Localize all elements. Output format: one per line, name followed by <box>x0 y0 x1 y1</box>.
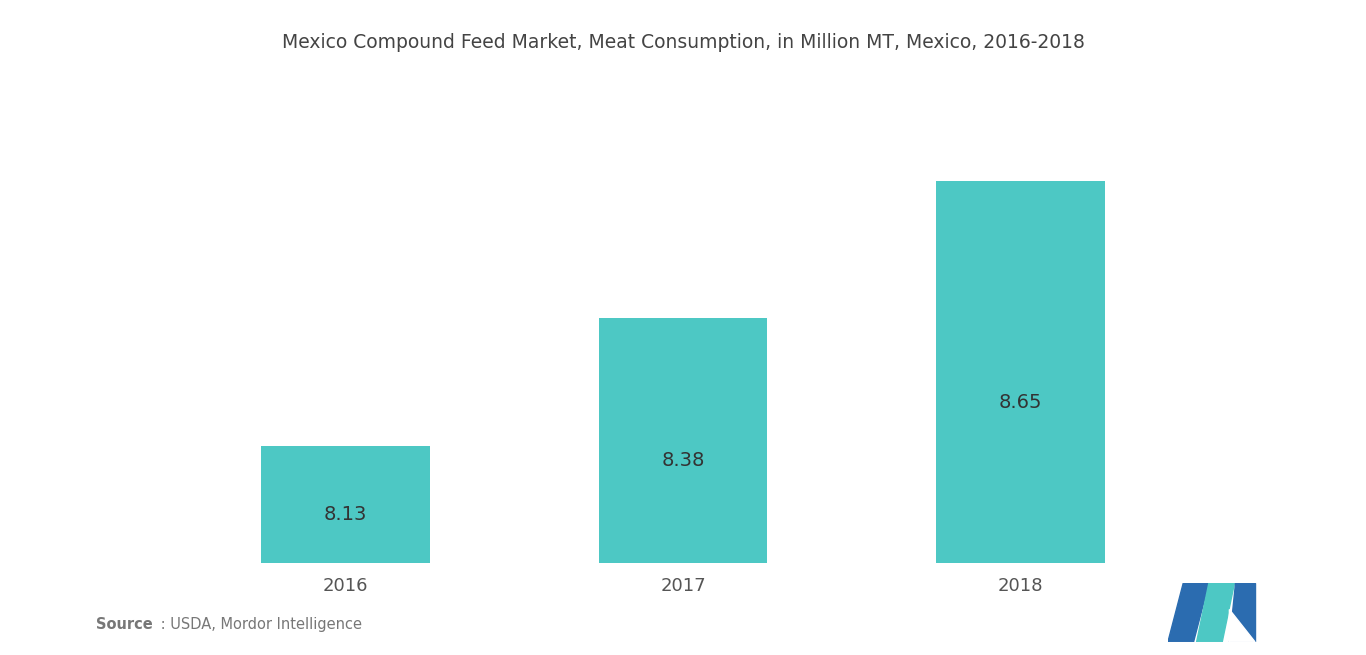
Bar <box>936 181 1105 563</box>
Text: 8.65: 8.65 <box>999 393 1042 412</box>
Polygon shape <box>1197 583 1235 642</box>
Bar <box>598 318 768 563</box>
Text: Source: Source <box>96 617 153 632</box>
Text: 8.13: 8.13 <box>324 504 367 523</box>
Bar <box>261 446 430 563</box>
Polygon shape <box>1168 583 1209 642</box>
Text: : USDA, Mordor Intelligence: : USDA, Mordor Intelligence <box>156 617 362 632</box>
Polygon shape <box>1229 583 1255 642</box>
Polygon shape <box>1229 609 1255 642</box>
Text: 8.38: 8.38 <box>661 451 705 470</box>
Text: Mexico Compound Feed Market, Meat Consumption, in Million MT, Mexico, 2016-2018: Mexico Compound Feed Market, Meat Consum… <box>281 33 1085 52</box>
